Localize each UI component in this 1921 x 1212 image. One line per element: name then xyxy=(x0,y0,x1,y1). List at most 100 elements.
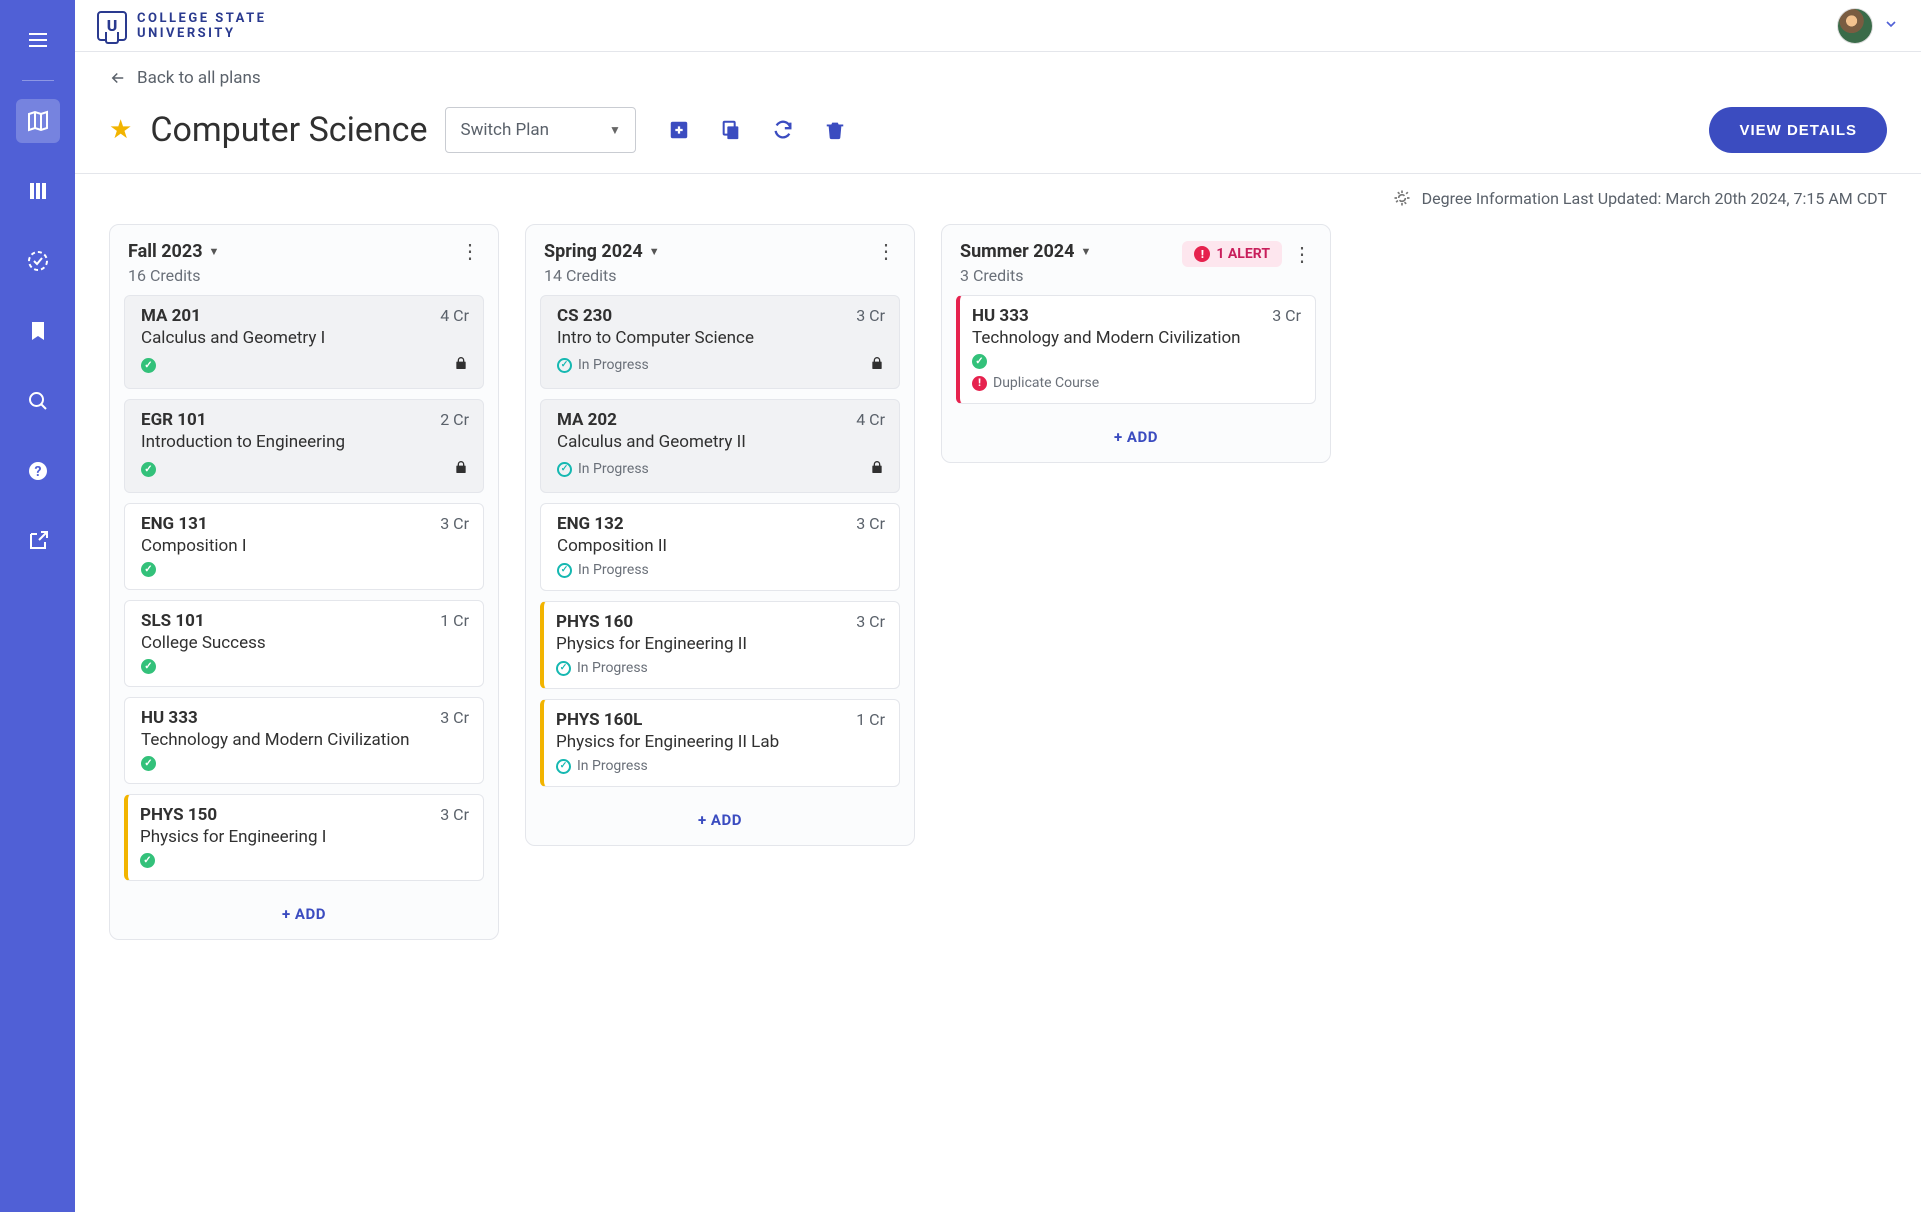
nav-bookmark[interactable] xyxy=(16,309,60,353)
course-card[interactable]: MA 2024 CrCalculus and Geometry IIIn Pro… xyxy=(540,399,900,493)
course-warning-text: Duplicate Course xyxy=(993,375,1099,391)
term-alert-badge[interactable]: !1 ALERT xyxy=(1182,241,1282,267)
course-credits: 3 Cr xyxy=(440,805,469,824)
term-column: Fall 2023▼16 Credits⋮MA 2014 CrCalculus … xyxy=(109,224,499,940)
help-icon: ? xyxy=(26,459,50,483)
course-code: HU 333 xyxy=(972,306,1029,326)
course-card[interactable]: SLS 1011 CrCollege Success xyxy=(124,600,484,687)
course-card[interactable]: PHYS 1503 CrPhysics for Engineering I xyxy=(124,794,484,881)
delete-button[interactable] xyxy=(824,119,846,141)
add-plan-button[interactable] xyxy=(668,119,690,141)
star-icon[interactable]: ★ xyxy=(109,115,132,145)
term-header: Summer 2024▼3 Credits!1 ALERT⋮ xyxy=(956,239,1316,295)
add-course-button[interactable]: + ADD xyxy=(540,797,900,839)
term-menu-button[interactable]: ⋮ xyxy=(876,241,896,261)
check-circle-icon xyxy=(141,562,156,577)
nav-help[interactable]: ? xyxy=(16,449,60,493)
map-icon xyxy=(26,109,50,133)
term-title-label: Spring 2024 xyxy=(544,241,643,262)
back-link-label: Back to all plans xyxy=(137,68,261,88)
nav-plans[interactable] xyxy=(16,99,60,143)
alert-icon: ! xyxy=(1194,246,1210,262)
switch-plan-label: Switch Plan xyxy=(460,120,549,140)
course-credits: 4 Cr xyxy=(440,306,469,325)
course-card[interactable]: CS 230 3 Cr Intro to Computer Science In Pr… xyxy=(540,295,900,389)
view-details-button[interactable]: VIEW DETAILS xyxy=(1709,107,1887,153)
course-card[interactable]: PHYS 1603 CrPhysics for Engineering IIIn… xyxy=(540,601,900,689)
course-code: EGR 101 xyxy=(141,410,207,430)
course-status: In Progress xyxy=(556,758,648,774)
course-code: SLS 101 xyxy=(141,611,205,631)
brand[interactable]: U COLLEGE STATE UNIVERSITY xyxy=(97,11,266,41)
nav-columns[interactable] xyxy=(16,169,60,213)
topbar: U COLLEGE STATE UNIVERSITY xyxy=(75,0,1921,52)
progress-check-icon xyxy=(26,249,50,273)
course-status xyxy=(141,659,156,674)
bookmark-icon xyxy=(26,319,50,343)
check-circle-icon xyxy=(141,358,156,373)
course-status xyxy=(141,562,156,577)
progress-icon xyxy=(556,661,571,676)
check-circle-icon xyxy=(141,462,156,477)
warning-icon: ! xyxy=(972,376,987,391)
course-card[interactable]: EGR 101 2 Cr Introduction to Engineering xyxy=(124,399,484,493)
title-row: ★ Computer Science Switch Plan ▼ VIEW DE… xyxy=(75,101,1921,174)
progress-icon xyxy=(556,759,571,774)
course-name: Technology and Modern Civilization xyxy=(972,328,1301,348)
course-status xyxy=(140,853,155,868)
course-card[interactable]: MA 2014 CrCalculus and Geometry I xyxy=(124,295,484,389)
course-status-text: In Progress xyxy=(577,758,648,774)
term-title[interactable]: Spring 2024▼ xyxy=(544,241,660,262)
columns-icon xyxy=(26,179,50,203)
caret-down-icon: ▼ xyxy=(209,245,220,258)
term-menu-button[interactable]: ⋮ xyxy=(460,241,480,261)
course-credits: 3 Cr xyxy=(856,306,885,325)
course-status-text: In Progress xyxy=(577,660,648,676)
nav-progress[interactable] xyxy=(16,239,60,283)
degree-info-row: Degree Information Last Updated: March 2… xyxy=(75,174,1921,214)
term-header: Fall 2023▼ 16 Credits ⋮ xyxy=(124,239,484,295)
add-course-button[interactable]: + ADD xyxy=(956,414,1316,456)
course-name: Physics for Engineering II Lab xyxy=(556,732,885,752)
hamburger-icon xyxy=(26,28,50,52)
nav-search[interactable] xyxy=(16,379,60,423)
course-card[interactable]: ENG 1313 CrComposition I xyxy=(124,503,484,590)
switch-plan-select[interactable]: Switch Plan ▼ xyxy=(445,107,635,153)
arrow-left-icon xyxy=(109,69,127,87)
back-link[interactable]: Back to all plans xyxy=(109,68,261,88)
course-status: In Progress xyxy=(556,660,648,676)
course-name: Calculus and Geometry I xyxy=(141,328,469,348)
progress-icon xyxy=(557,563,572,578)
course-name: Introduction to Engineering xyxy=(141,432,469,452)
course-card[interactable]: ENG 1323 CrComposition IIIn Progress xyxy=(540,503,900,591)
course-name: Physics for Engineering II xyxy=(556,634,885,654)
course-name: Intro to Computer Science xyxy=(557,328,885,348)
user-menu[interactable] xyxy=(1837,8,1899,44)
check-circle-icon xyxy=(140,853,155,868)
course-credits: 4 Cr xyxy=(856,410,885,429)
course-name: Composition I xyxy=(141,536,469,556)
sync-icon[interactable] xyxy=(1392,188,1412,208)
course-card[interactable]: PHYS 160L1 CrPhysics for Engineering II … xyxy=(540,699,900,787)
course-credits: 2 Cr xyxy=(440,410,469,429)
course-card[interactable]: HU 3333 CrTechnology and Modern Civiliza… xyxy=(956,295,1316,404)
back-row: Back to all plans xyxy=(75,52,1921,101)
course-code: ENG 131 xyxy=(141,514,208,534)
course-card[interactable]: HU 3333 CrTechnology and Modern Civiliza… xyxy=(124,697,484,784)
menu-button[interactable] xyxy=(16,18,60,62)
term-title[interactable]: Summer 2024▼ xyxy=(960,241,1091,262)
add-course-button[interactable]: + ADD xyxy=(124,891,484,933)
copy-plan-button[interactable] xyxy=(720,119,742,141)
refresh-button[interactable] xyxy=(772,119,794,141)
term-menu-button[interactable]: ⋮ xyxy=(1292,244,1312,264)
course-status-text: In Progress xyxy=(578,357,649,373)
page-title: Computer Science xyxy=(150,110,427,150)
course-code: CS 230 xyxy=(557,306,612,326)
copy-icon xyxy=(720,119,742,141)
nav-open-external[interactable] xyxy=(16,519,60,563)
term-credits: 16 Credits xyxy=(128,266,219,285)
course-status: In Progress xyxy=(557,461,649,477)
lock-icon xyxy=(869,458,885,480)
term-title[interactable]: Fall 2023▼ xyxy=(128,241,219,262)
svg-text:?: ? xyxy=(34,464,41,480)
